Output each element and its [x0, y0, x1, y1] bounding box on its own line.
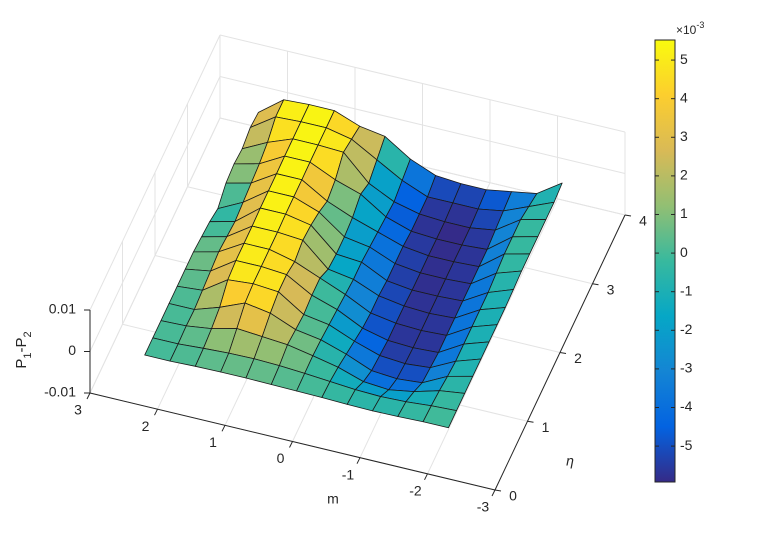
- z-label-part: P: [13, 359, 30, 369]
- colorbar-tick-label: 1: [680, 205, 688, 221]
- colorbar-multiplier: ×10-3: [676, 20, 704, 37]
- colorbar-tick-label: -2: [680, 321, 693, 337]
- y-tick-label: 4: [639, 213, 647, 229]
- y-tick: [527, 420, 534, 423]
- colorbar-tick-label: -3: [680, 360, 693, 376]
- colorbar-tick-label: 2: [680, 167, 688, 183]
- x-tick-label: 1: [209, 434, 217, 450]
- grid-line: [219, 34, 626, 133]
- y-axis-label: η: [566, 453, 574, 469]
- colorbar: [654, 39, 676, 483]
- colorbar-tick-label: 0: [680, 244, 688, 260]
- x-axis-label: m: [327, 491, 339, 507]
- z-tick-label: -0.01: [44, 384, 76, 400]
- colorbar-tick-label: 4: [680, 89, 688, 105]
- grid-line: [89, 76, 221, 352]
- y-tick-label: 1: [542, 419, 550, 435]
- x-tick-label: -1: [342, 466, 355, 482]
- y-tick-label: 0: [509, 488, 517, 504]
- x-tick: [289, 441, 293, 448]
- colorbar-tick-label: -5: [680, 437, 693, 453]
- colorbar-tick-label: -4: [680, 398, 693, 414]
- x-tick-label: 3: [74, 402, 82, 418]
- surface-face: [422, 405, 457, 429]
- axes-foreground: -3 -2 -1 0 1 2 3 0 1 2 3 4 -0.01 0 0.01: [44, 213, 647, 515]
- z-axis-label: P1-P2: [13, 331, 34, 368]
- x-tick-label: -2: [409, 483, 422, 499]
- colorbar-tick-label: 3: [680, 128, 688, 144]
- x-tick: [86, 392, 91, 400]
- z-tick-label: 0.01: [49, 301, 76, 317]
- colorbar-multiplier-exponent: -3: [696, 20, 704, 30]
- x-tick: [154, 408, 158, 416]
- grid-line: [89, 117, 221, 394]
- z-label-part: -P: [13, 337, 30, 352]
- grid-line: [219, 76, 626, 174]
- colorbar-tick-label: -1: [680, 282, 693, 298]
- colorbar-multiplier-base: ×10: [676, 23, 697, 37]
- z-tick-label: 0: [68, 342, 76, 358]
- y-tick: [494, 489, 502, 492]
- y-tick-label: 3: [607, 281, 615, 297]
- x-tick-label: 0: [277, 450, 285, 466]
- colorbar-tick-label: 5: [680, 51, 688, 67]
- x-tick: [424, 473, 428, 481]
- z-label-sub: 2: [22, 331, 34, 337]
- y-tick: [592, 283, 599, 286]
- grid-line: [89, 34, 221, 311]
- y-tick: [624, 214, 632, 217]
- x-tick: [221, 425, 226, 432]
- surface: [144, 99, 563, 429]
- y-tick: [559, 352, 567, 354]
- z-label-sub: 1: [22, 352, 34, 358]
- x-tick-label: 2: [142, 418, 150, 434]
- x-tick: [491, 489, 496, 497]
- y-tick-label: 2: [574, 350, 582, 366]
- x-tick: [356, 457, 361, 464]
- x-tick-label: -3: [477, 499, 490, 515]
